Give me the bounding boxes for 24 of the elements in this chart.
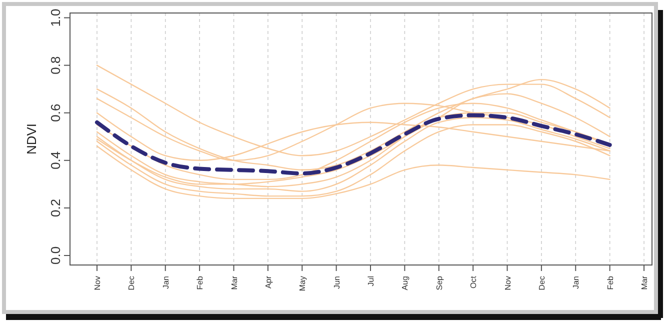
x-tick-label: Nov	[503, 276, 512, 290]
x-tick-label: Nov	[93, 276, 102, 290]
y-tick-label: 0.6	[48, 104, 63, 122]
x-tick-label: Oct	[469, 275, 478, 288]
x-tick-label: Apr	[264, 276, 273, 288]
x-tick-label: Mar	[640, 276, 649, 290]
x-tick-label: May	[298, 276, 308, 292]
x-tick-label: Jul	[366, 276, 376, 286]
y-tick-label: 0.4	[48, 151, 63, 170]
x-tick-label: Aug	[400, 276, 410, 290]
y-axis-title: NDVI	[24, 123, 39, 155]
y-tick-label: 1.0	[48, 8, 63, 27]
x-tick-label: Feb	[196, 275, 205, 290]
y-tick-label: 0.0	[48, 246, 63, 265]
x-tick-label: Jun	[332, 276, 342, 289]
y-tick-label: 0.8	[48, 56, 63, 74]
x-tick-label: Dec	[127, 276, 136, 290]
x-tick-label: Dec	[537, 276, 546, 290]
x-tick-label: Feb	[606, 275, 615, 290]
x-tick-label: Sep	[434, 275, 444, 290]
x-tick-label: Mar	[230, 276, 239, 290]
x-tick-label: Jan	[572, 276, 581, 289]
x-tick-label: Jan	[161, 276, 170, 289]
y-tick-label: 0.2	[48, 198, 63, 217]
